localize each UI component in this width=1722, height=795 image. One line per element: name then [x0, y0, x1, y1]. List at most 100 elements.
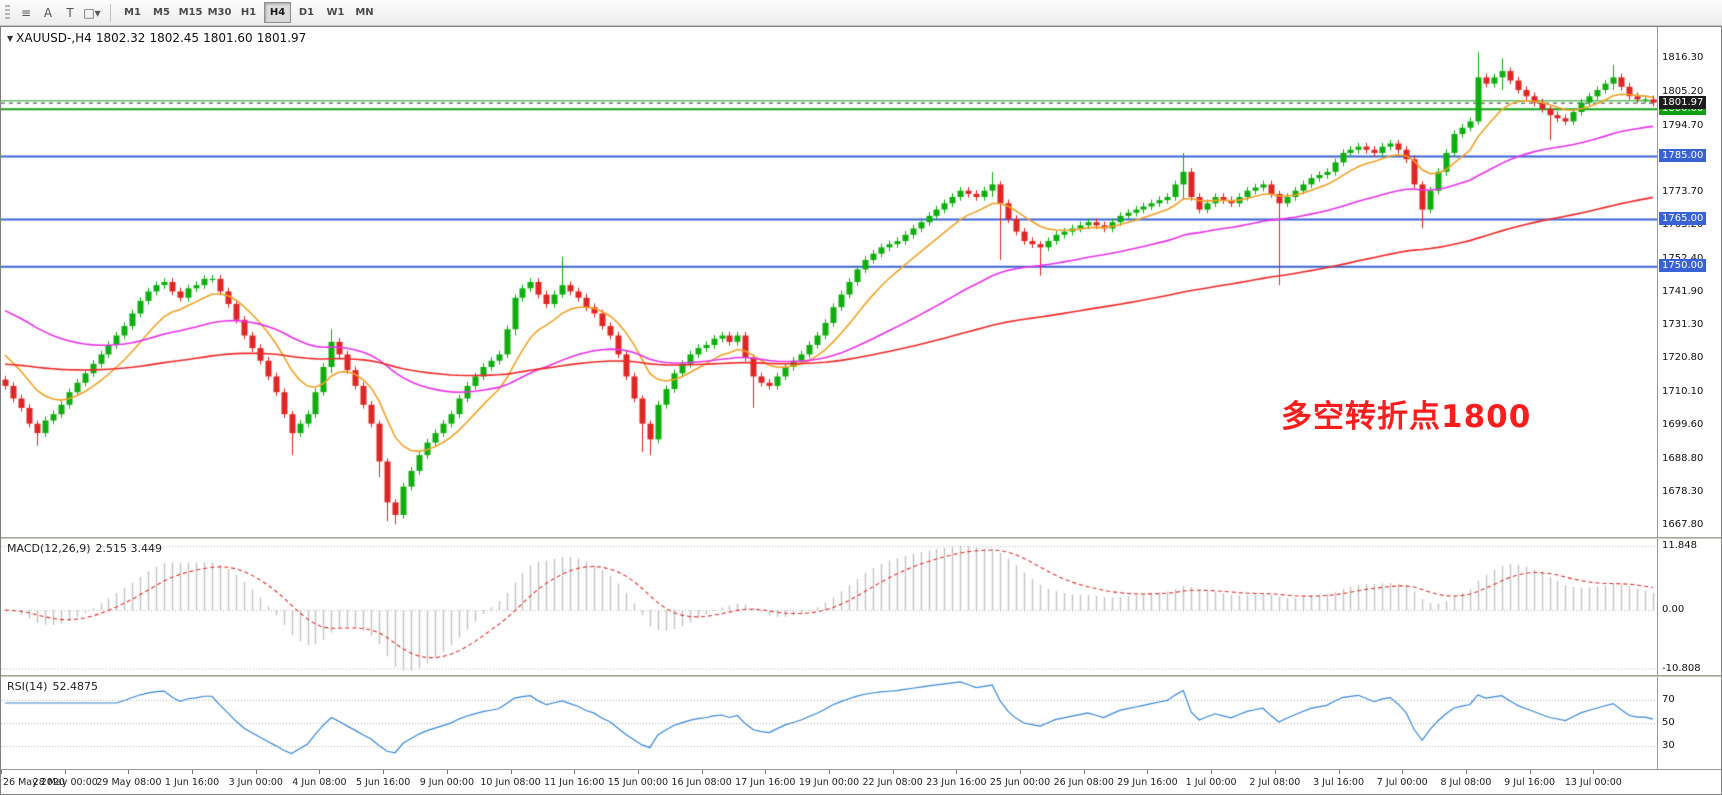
price-axis-label: 1752.40: [1662, 252, 1704, 264]
time-axis-label: 10 Jun 08:00: [480, 777, 541, 788]
ohlc-open: 1802.32: [95, 31, 146, 45]
timeframe-M1[interactable]: M1: [124, 7, 141, 18]
macd-canvas[interactable]: [1, 539, 1657, 675]
timeframe-M15[interactable]: M15: [178, 7, 203, 18]
time-axis-tick: [1274, 770, 1276, 774]
timeframe-M5[interactable]: M5: [153, 7, 170, 18]
time-axis-label: 7 Jul 00:00: [1376, 777, 1428, 788]
timeframe-H1[interactable]: H1: [240, 7, 257, 18]
time-axis-tick: [1147, 770, 1149, 774]
time-axis-label: 9 Jul 16:00: [1504, 777, 1556, 788]
current-price-tag: 1801.97: [1659, 95, 1707, 109]
rsi-axis-label: 50: [1662, 717, 1675, 728]
pane-divider[interactable]: [1, 675, 1721, 677]
time-axis-label: 13 Jul 00:00: [1564, 777, 1622, 788]
shapes-dropdown-icon[interactable]: □▾: [83, 5, 101, 20]
price-axis-label: 1720.80: [1662, 352, 1704, 364]
time-axis-tick: [1402, 770, 1404, 774]
price-tag-1765.00: 1765.00: [1659, 212, 1707, 226]
price-tag-1785.00: 1785.00: [1659, 149, 1707, 163]
time-axis-label: 11 Jun 16:00: [544, 777, 605, 788]
time-axis-tick: [64, 770, 66, 774]
time-axis-tick: [1465, 770, 1467, 774]
toolbar: ≡ A T □▾ M1 M5 M15 M30 H1 H4 D1 W1 MN: [0, 0, 1722, 26]
price-axis[interactable]: 1816.301805.201794.701784.201773.701763.…: [1657, 27, 1721, 537]
time-axis-tick: [829, 770, 830, 774]
time-axis-tick: [701, 770, 703, 774]
price-axis-label: 1688.80: [1662, 452, 1704, 464]
main-chart-canvas[interactable]: [1, 27, 1657, 537]
time-axis-tick: [637, 770, 639, 774]
rsi-axis-label: 70: [1662, 694, 1675, 705]
time-axis-label: 1 Jul 00:00: [1185, 777, 1237, 788]
time-axis-tick: [574, 770, 576, 774]
timeframe-group: M1 M5 M15 M30 H1 H4 D1 W1 MN: [118, 2, 379, 23]
time-axis-label: 1 Jun 16:00: [164, 777, 220, 788]
price-axis-label: 1773.70: [1662, 185, 1704, 197]
time-axis-tick: [956, 770, 958, 774]
time-axis-tick: [1083, 770, 1085, 774]
timeframe-MN[interactable]: MN: [355, 7, 374, 18]
time-axis-label: 19 Jun 00:00: [798, 777, 860, 788]
time-axis-tick: [892, 770, 894, 774]
time-axis-label: 5 Jun 16:00: [355, 777, 411, 788]
timeframe-M30[interactable]: M30: [207, 7, 232, 18]
ohlc-high: 1802.45: [149, 31, 200, 45]
pane-divider[interactable]: [1, 537, 1721, 539]
time-axis-tick: [1529, 770, 1531, 774]
price-axis-label: 1699.60: [1662, 418, 1704, 430]
drawing-tools-group: ≡ A T □▾: [15, 3, 103, 23]
time-axis-label: 23 Jun 16:00: [926, 777, 987, 788]
timeframe-D1[interactable]: D1: [298, 7, 315, 18]
chart-context-caret-icon[interactable]: ▼: [7, 34, 14, 43]
time-axis-label: 3 Jul 16:00: [1313, 777, 1364, 788]
rsi-label: RSI(14) 52.4875: [7, 680, 98, 693]
time-axis-tick: [510, 770, 512, 774]
rsi-axis[interactable]: 70 50 30: [1657, 677, 1721, 769]
rsi-axis-label: 30: [1662, 740, 1675, 751]
macd-axis[interactable]: 11.848 0.00 -10.808: [1657, 539, 1721, 675]
time-axis-tick: [383, 770, 385, 774]
time-axis-label: 22 Jun 08:00: [862, 777, 923, 788]
time-axis-label: 15 Jun 00:00: [607, 777, 669, 788]
timeframe-H4[interactable]: H4: [264, 2, 291, 23]
time-axis-tick: [446, 770, 448, 774]
price-axis-label: 1710.10: [1662, 385, 1704, 397]
time-axis-label: 3 Jun 00:00: [228, 777, 283, 788]
rsi-canvas[interactable]: [1, 677, 1657, 769]
time-axis-label: 4 Jun 08:00: [292, 777, 347, 788]
time-axis-tick: [765, 770, 767, 774]
rsi-pane: RSI(14) 52.4875 70 50 30: [1, 677, 1721, 769]
text-annotation-icon[interactable]: A: [43, 5, 53, 20]
time-axis-label: 17 Jun 16:00: [735, 777, 796, 788]
time-axis-label: 25 Jun 00:00: [989, 777, 1051, 788]
time-axis-label: 2 Jul 08:00: [1249, 777, 1301, 788]
text-label-icon[interactable]: T: [66, 5, 74, 20]
time-axis-tick: [1593, 770, 1595, 774]
time-axis-tick: [255, 770, 257, 774]
chart-area: ▼ XAUUSD-,H4 1802.32 1802.45 1801.60 1801.97 …: [0, 26, 1722, 795]
ohlc-close: 1801.97: [256, 31, 307, 45]
time-axis-label: 9 Jun 00:00: [419, 777, 474, 788]
time-axis-tick: [1, 770, 2, 774]
chart-annotation: 多空转折点1800: [1281, 399, 1532, 435]
toolbar-grip[interactable]: [5, 4, 10, 21]
time-axis-label: 29 Jun 16:00: [1117, 777, 1178, 788]
macd-axis-label: 0.00: [1662, 604, 1685, 616]
timeframe-W1[interactable]: W1: [326, 7, 345, 18]
time-axis-label: 16 Jun 08:00: [671, 777, 732, 788]
line-studies-icon[interactable]: ≡: [20, 5, 32, 20]
price-axis-label: 1805.20: [1662, 86, 1704, 98]
price-axis-label: 1667.80: [1662, 519, 1704, 531]
time-axis-label: 26 Jun 08:00: [1053, 777, 1114, 788]
ohlc-low: 1801.60: [203, 31, 253, 45]
macd-label: MACD(12,26,9) 2.515 3.449: [7, 542, 163, 555]
price-tag-1750.00: 1750.00: [1659, 259, 1707, 273]
main-chart-pane: ▼ XAUUSD-,H4 1802.32 1802.45 1801.60 1801.97 …: [1, 27, 1721, 537]
time-axis[interactable]: 26 May 2020 28 May 00:00 29 May 08:00 1 Jun…: [1, 769, 1721, 792]
price-axis-label: 1816.30: [1662, 51, 1704, 63]
time-axis-tick: [192, 770, 194, 774]
price-axis-label: 1678.30: [1662, 485, 1704, 497]
chart-header: ▼ XAUUSD-,H4 1802.32 1802.45 1801.60 1801.97: [7, 31, 310, 45]
